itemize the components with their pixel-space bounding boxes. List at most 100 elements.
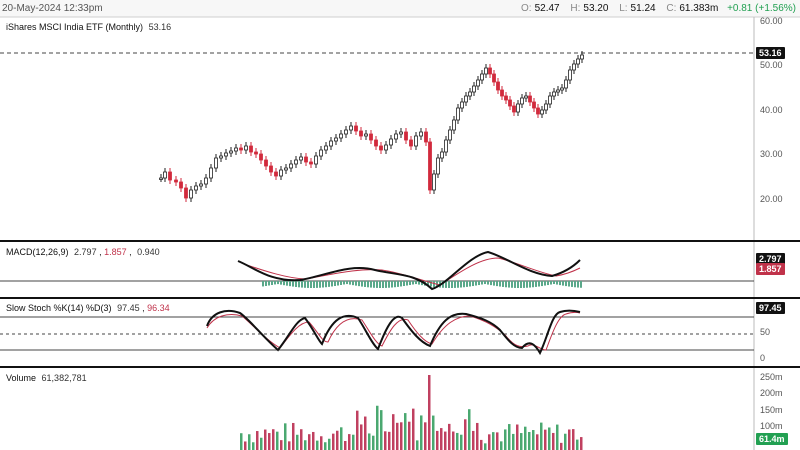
price-candle xyxy=(496,81,500,91)
macd-panel-title: MACD(12,26,9) 2.797 , 1.857 , 0.940 xyxy=(4,246,162,258)
price-candle xyxy=(334,137,338,142)
stoch-d-line xyxy=(206,311,581,351)
price-candle xyxy=(349,125,353,131)
high-value: 53.20 xyxy=(583,3,609,14)
ohlc-readout: O: 52.47 H: 53.20 L: 51.24 C: 61.383m +0.81 … xyxy=(513,3,796,14)
open-label: O: xyxy=(521,3,532,14)
price-candle xyxy=(309,161,313,165)
price-axis: 60.00 50.00 40.00 30.00 20.00 53.16 xyxy=(754,0,800,240)
close-value: 61.383m xyxy=(679,3,719,14)
volume-bar xyxy=(300,429,303,450)
macd-hist-bar xyxy=(538,281,540,287)
close-label: C: xyxy=(666,3,677,14)
macd-hist-bar xyxy=(292,281,294,287)
volume-tick: 250m xyxy=(760,372,783,382)
macd-hist-bar xyxy=(484,281,486,285)
price-candle xyxy=(319,149,323,157)
macd-hist-bar xyxy=(550,281,552,285)
price-candle xyxy=(179,181,183,189)
price-candle xyxy=(279,169,283,177)
volume-bar xyxy=(412,408,415,450)
macd-hist-bar xyxy=(331,281,333,287)
macd-hist-bar xyxy=(463,281,465,288)
price-candle xyxy=(194,185,198,191)
price-tick: 40.00 xyxy=(760,105,783,115)
volume-bar xyxy=(424,422,427,450)
volume-bar xyxy=(564,433,567,450)
macd-hist-bar xyxy=(430,281,432,287)
price-candle xyxy=(580,54,584,60)
price-candle xyxy=(389,138,393,146)
volume-bar xyxy=(408,421,411,450)
high-label: H: xyxy=(570,3,581,14)
macd-hist-bar xyxy=(406,281,408,286)
volume-bar xyxy=(356,410,359,450)
macd-hist-bar xyxy=(481,281,483,285)
price-candle xyxy=(269,165,273,173)
macd-hist-bar xyxy=(535,281,537,287)
volume-bar xyxy=(516,424,519,450)
price-candle xyxy=(516,103,520,113)
price-candle xyxy=(289,163,293,169)
macd-hist-bar xyxy=(562,281,564,286)
stoch-k-value: 97.45 xyxy=(117,303,140,313)
stoch-d-value: 96.34 xyxy=(147,303,170,313)
macd-hist-bar xyxy=(490,281,492,286)
macd-hist-bar xyxy=(487,281,489,285)
macd-title-text: MACD(12,26,9) xyxy=(6,247,69,257)
macd-hist-value: 0.940 xyxy=(137,247,160,257)
macd-hist-bar xyxy=(454,281,456,288)
macd-hist-bar xyxy=(523,281,525,288)
macd-hist-bar xyxy=(382,281,384,288)
macd-hist-bar xyxy=(472,281,474,287)
price-candle xyxy=(472,85,476,93)
price-candle xyxy=(414,135,418,147)
volume-bar xyxy=(572,429,575,450)
price-tick: 60.00 xyxy=(760,16,783,26)
volume-bar xyxy=(440,428,443,450)
macd-hist-bar xyxy=(265,281,267,286)
macd-hist-bar xyxy=(559,281,561,286)
macd-hist-bar xyxy=(340,281,342,286)
macd-hist-bar xyxy=(337,281,339,286)
price-candle xyxy=(444,139,448,153)
price-candle xyxy=(294,159,298,165)
volume-bar xyxy=(388,431,391,450)
stoch-k-line xyxy=(206,309,581,356)
price-candle xyxy=(540,109,544,115)
price-candle xyxy=(209,167,213,179)
volume-bar xyxy=(320,436,323,450)
macd-hist-bar xyxy=(349,281,351,285)
volume-bar xyxy=(376,405,379,450)
volume-tick: 200m xyxy=(760,388,783,398)
volume-bar xyxy=(240,433,243,450)
volume-bar xyxy=(448,423,451,450)
macd-hist-bar xyxy=(466,281,468,287)
macd-hist-bar xyxy=(526,281,528,288)
price-candle xyxy=(379,145,383,151)
macd-hist-bar xyxy=(451,281,453,288)
macd-hist-bar xyxy=(577,281,579,288)
volume-bar xyxy=(580,437,583,450)
price-candle xyxy=(520,97,524,105)
price-panel-title: iShares MSCI India ETF (Monthly) 53.16 xyxy=(4,21,174,33)
volume-bar xyxy=(396,422,399,450)
price-candle xyxy=(424,131,428,143)
volume-bar xyxy=(292,422,295,450)
macd-hist-bar xyxy=(457,281,459,288)
macd-hist-bar xyxy=(427,281,429,287)
price-candle xyxy=(568,69,572,81)
volume-tick: 150m xyxy=(760,405,783,415)
macd-value-tag: 2.797 xyxy=(756,253,785,265)
price-candle xyxy=(419,131,423,137)
price-candle xyxy=(464,95,468,103)
price-candle xyxy=(159,177,163,180)
volume-bar xyxy=(336,430,339,450)
volume-bar xyxy=(504,429,507,450)
price-candle xyxy=(524,95,528,99)
price-candle xyxy=(234,147,238,152)
macd-hist-bar xyxy=(373,281,375,288)
macd-hist-bar xyxy=(475,281,477,286)
price-candle xyxy=(409,139,413,147)
